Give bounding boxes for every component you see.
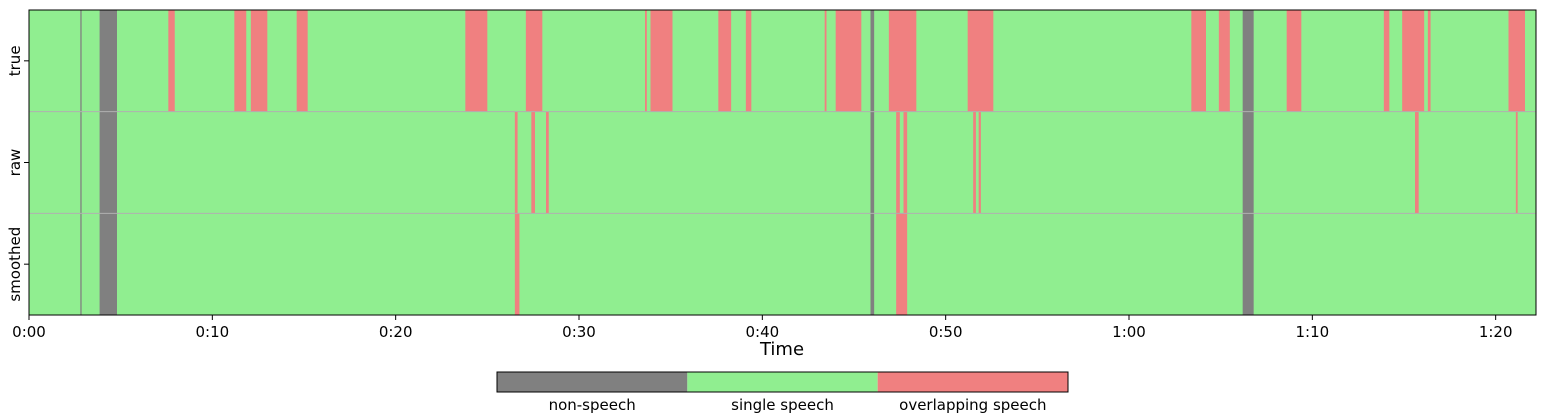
- segment-non: [99, 213, 117, 316]
- segment-overlap: [967, 10, 994, 112]
- segment-non: [1242, 111, 1254, 214]
- x-tick-label: 0:40: [745, 323, 779, 341]
- segment-non: [870, 111, 875, 214]
- segment-overlap: [168, 10, 175, 112]
- segment-overlap: [745, 10, 752, 112]
- timeline-row-smoothed: [29, 213, 1536, 316]
- x-tick-label: 1:10: [1295, 323, 1329, 341]
- segment-overlap: [824, 10, 827, 112]
- segment-non: [80, 111, 82, 214]
- segment-non: [80, 10, 82, 112]
- segment-overlap: [888, 10, 917, 112]
- segment-overlap: [1191, 10, 1206, 112]
- x-tick-label: 0:10: [195, 323, 229, 341]
- segment-overlap: [531, 111, 535, 214]
- segment-overlap: [514, 111, 518, 214]
- plot-area: [28, 9, 1537, 316]
- segment-non: [99, 111, 117, 214]
- segment-overlap: [1402, 10, 1425, 112]
- row-background-true: [29, 10, 1536, 112]
- segment-overlap: [1218, 10, 1230, 112]
- segment-overlap: [896, 111, 900, 214]
- segment-overlap: [546, 111, 549, 214]
- segment-overlap: [525, 10, 543, 112]
- segment-overlap: [645, 10, 647, 112]
- x-tick-label: 1:20: [1479, 323, 1513, 341]
- y-tick-label: raw: [6, 149, 24, 177]
- legend-swatch-overlap: [877, 372, 1068, 392]
- segment-overlap: [465, 10, 488, 112]
- legend-label-single: single speech: [731, 396, 834, 414]
- segment-non: [1242, 213, 1254, 316]
- timeline-row-true: [29, 10, 1536, 112]
- legend-label-overlap: overlapping speech: [899, 396, 1046, 414]
- segment-overlap: [896, 213, 908, 316]
- x-tick-label: 0:50: [929, 323, 963, 341]
- row-background-smoothed: [29, 213, 1536, 316]
- segment-overlap: [514, 213, 520, 316]
- legend-swatch-non: [497, 372, 688, 392]
- segment-overlap: [1515, 111, 1518, 214]
- legend-swatch-single: [687, 372, 878, 392]
- segment-overlap: [978, 111, 981, 214]
- x-axis: 0:00 0:10 0:20 0:30 0:40 0:50 1:00 1:10 1:20: [12, 315, 1513, 341]
- segment-non: [1242, 10, 1254, 112]
- segment-non: [80, 213, 82, 316]
- segment-overlap: [718, 10, 732, 112]
- y-tick-label: true: [6, 45, 24, 76]
- segment-overlap: [650, 10, 673, 112]
- segment-non: [870, 10, 875, 112]
- segment-overlap: [250, 10, 268, 112]
- x-tick-label: 1:00: [1112, 323, 1146, 341]
- y-tick-label: smoothed: [6, 227, 24, 302]
- segment-overlap: [1427, 10, 1431, 112]
- y-axis: true raw smoothed: [6, 45, 29, 302]
- segment-overlap: [835, 10, 862, 112]
- segment-overlap: [296, 10, 308, 112]
- segment-overlap: [1286, 10, 1302, 112]
- legend-label-non: non-speech: [549, 396, 636, 414]
- x-axis-label: Time: [759, 339, 804, 360]
- legend-colorbar: non-speech single speech overlapping speec…: [496, 371, 1069, 414]
- x-tick-label: 0:30: [562, 323, 596, 341]
- segment-overlap: [1508, 10, 1525, 112]
- segment-overlap: [1415, 111, 1419, 214]
- segment-non: [99, 10, 117, 112]
- segment-overlap: [1383, 10, 1390, 112]
- x-tick-label: 0:20: [379, 323, 413, 341]
- segment-overlap: [234, 10, 247, 112]
- x-tick-label: 0:00: [12, 323, 46, 341]
- segment-overlap: [903, 111, 908, 214]
- row-background-raw: [29, 111, 1536, 214]
- legend-frame: [496, 371, 1069, 393]
- timeline-row-raw: [29, 111, 1536, 214]
- segment-non: [870, 213, 875, 316]
- segment-overlap: [973, 111, 976, 214]
